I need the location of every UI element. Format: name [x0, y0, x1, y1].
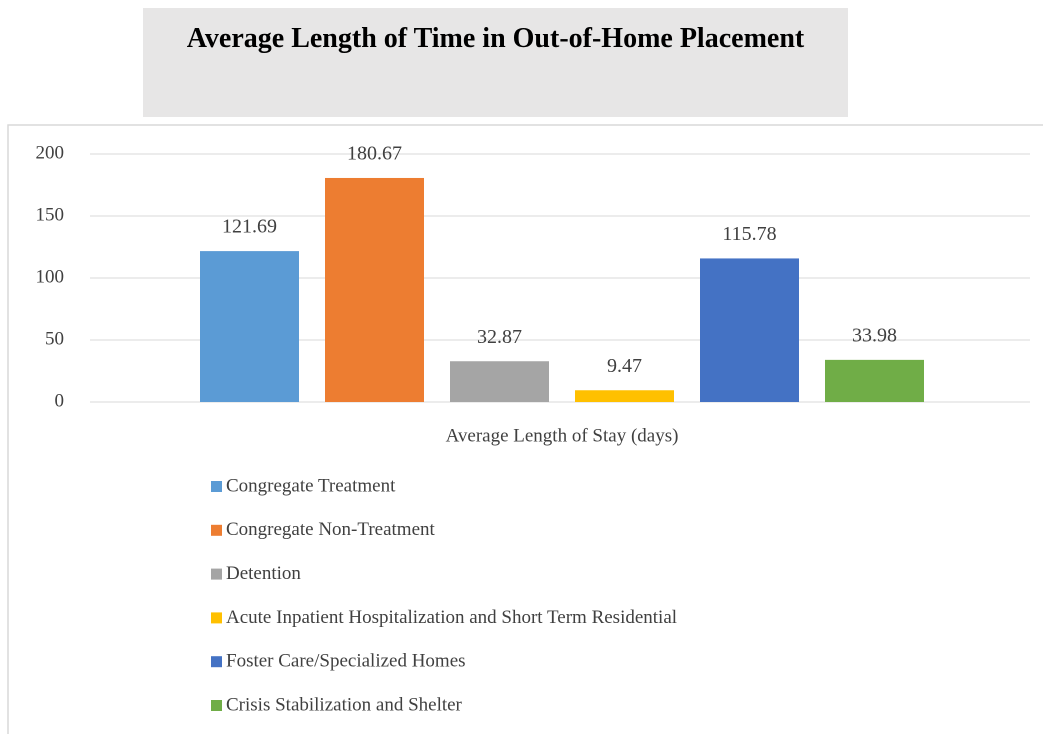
- data-label: 9.47: [607, 355, 642, 377]
- chart-title: Average Length of Time in Out-of-Home Pl…: [143, 8, 848, 117]
- data-label: 33.98: [852, 324, 897, 346]
- y-tick-label: 200: [36, 142, 65, 163]
- data-label: 32.87: [477, 326, 522, 348]
- legend-label: Detention: [226, 563, 301, 584]
- legend-swatch: [211, 656, 222, 668]
- bar: [575, 390, 674, 402]
- x-tick-label: Average Length of Stay (days): [446, 425, 679, 446]
- legend-label: Congregate Non-Treatment: [226, 519, 435, 540]
- data-label: 115.78: [722, 223, 776, 245]
- legend-swatch: [211, 612, 222, 624]
- legend-label: Congregate Treatment: [226, 475, 396, 496]
- bar: [825, 359, 924, 402]
- y-tick-label: 150: [36, 204, 65, 225]
- legend-swatch: [211, 481, 222, 492]
- bar: [200, 251, 299, 402]
- bar: [450, 361, 549, 402]
- data-label: 121.69: [222, 216, 277, 238]
- legend-label: Acute Inpatient Hospitalization and Shor…: [226, 607, 677, 628]
- bar: [700, 258, 799, 402]
- y-tick-label: 100: [36, 266, 65, 287]
- legend-swatch: [211, 568, 222, 580]
- legend-swatch: [211, 524, 222, 536]
- data-label: 180.67: [347, 143, 402, 165]
- legend-label: Foster Care/Specialized Homes: [226, 651, 466, 672]
- legend-label: Crisis Stabilization and Shelter: [226, 694, 463, 715]
- bar: [325, 177, 424, 402]
- legend-swatch: [211, 700, 222, 711]
- y-tick-label: 0: [55, 390, 65, 411]
- y-tick-label: 50: [45, 328, 64, 349]
- chart-border: [7, 124, 1043, 734]
